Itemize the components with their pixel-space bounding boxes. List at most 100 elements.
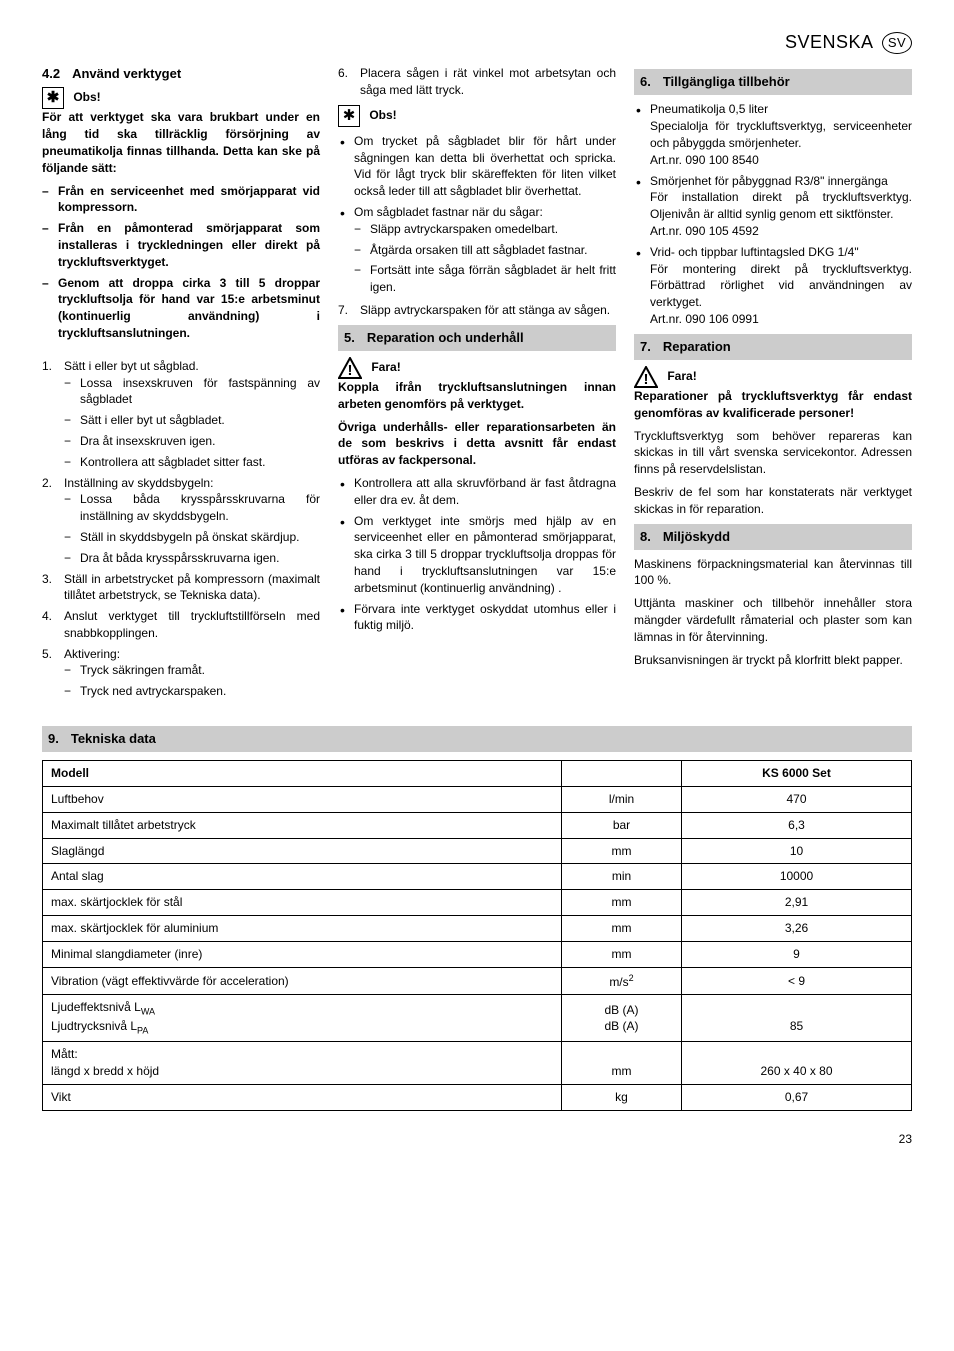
column-2: 6.Placera sågen i rät vinkel mot arbetsy… (338, 65, 616, 706)
step-text: Anslut verktyget till tryckluftstillförs… (64, 609, 320, 640)
section-8-heading: 8.Miljöskydd (634, 524, 912, 550)
td-label: Luftbehov (43, 787, 562, 813)
substep: Sätt i eller byt ut sågbladet. (64, 412, 320, 429)
step-text: Inställning av skyddsbygeln: (64, 476, 213, 490)
section-num: 5. (344, 329, 355, 347)
step-text: Ställ in arbetstrycket på kompressorn (m… (64, 572, 320, 603)
td-label: Vikt (43, 1085, 562, 1111)
sound-sub-1: WA (141, 1007, 155, 1017)
obs-label: Obs! (369, 108, 396, 122)
step-1-substeps: Lossa insexskruven för fastspänning av s… (64, 375, 320, 471)
th-unit (562, 761, 682, 787)
td-label: Vibration (vägt effektivvärde för accele… (43, 967, 562, 995)
section-num: 4.2 (42, 65, 60, 83)
substep: Ställ in skyddsbygeln på önskat skärdjup… (64, 529, 320, 546)
step-marker: 3. (42, 571, 52, 588)
fara-text: Koppla ifrån tryckluftsanslutningen inna… (338, 380, 616, 411)
td-value: 2,91 (682, 890, 912, 916)
sub-dash-item: Fortsätt inte såga förrän sågbladet är h… (354, 262, 616, 296)
section-num: 9. (48, 730, 59, 748)
steps-continued: 6.Placera sågen i rät vinkel mot arbetsy… (338, 65, 616, 99)
acc-title: Smörjenhet för påbyggnad R3/8" innergäng… (650, 174, 888, 188)
section-9-wrapper: 9. Tekniska data Modell KS 6000 Set Luftb… (42, 726, 912, 1111)
section-9-heading: 9. Tekniska data (42, 726, 912, 752)
table-row: Antal slagmin10000 (43, 864, 912, 890)
substep: Dra åt insexskruven igen. (64, 433, 320, 450)
maint-item: Kontrollera att alla skruvförband är fas… (338, 475, 616, 509)
th-model: Modell (43, 761, 562, 787)
section-title: Reparation och underhåll (367, 330, 524, 345)
step-4: 4. Anslut verktyget till tryckluftstillfö… (42, 608, 320, 642)
dims-label-2: längd x bredd x höjd (51, 1064, 159, 1078)
td-value: 9 (682, 941, 912, 967)
acc-artnr: Art.nr. 090 100 8540 (650, 153, 759, 167)
td-value: 10 (682, 838, 912, 864)
steps-list: 1.Sätt i eller byt ut sågblad. Lossa ins… (42, 358, 320, 700)
step-marker: 7. (338, 302, 348, 319)
sound-unit-2: dB (A) (604, 1019, 638, 1033)
step-2-substeps: Lossa båda krysspårsskruvarna för instäl… (64, 491, 320, 566)
substep: Kontrollera att sågbladet sitter fast. (64, 454, 320, 471)
acc-title: Vrid- och tippbar luftintagsled DKG 1/4" (650, 245, 859, 259)
td-value: 260 x 40 x 80 (682, 1042, 912, 1085)
substep: Lossa båda krysspårsskruvarna för instäl… (64, 491, 320, 525)
env-para: Maskinens förpackningsmaterial kan återv… (634, 556, 912, 590)
sound-label-1: Ljudeffektsnivå L (51, 1000, 141, 1014)
language-label: SVENSKA (785, 32, 873, 52)
td-unit: mm (562, 890, 682, 916)
fara-label: Fara! (667, 369, 696, 383)
supply-method-item: Från en serviceenhet med smörjapparat vi… (42, 183, 320, 217)
step-text: Släpp avtryckarspaken för att stänga av … (360, 303, 610, 317)
acc-desc: Specialolja för tryckluftsverktyg, servi… (650, 119, 912, 150)
sub-dash-item: Släpp avtryckarspaken omedelbart. (354, 221, 616, 238)
obs-bullet-item: Om trycket på sågbladet blir för hårt un… (338, 133, 616, 200)
technical-data-table: Modell KS 6000 Set Luftbehovl/min470 Max… (42, 760, 912, 1111)
supply-method-item: Från en påmonterad smörjapparat som inst… (42, 220, 320, 270)
sound-sub-2: PA (137, 1026, 148, 1036)
maint-item: Förvara inte verktyget oskyddat utomhus … (338, 601, 616, 635)
obs-sub-dashes: Släpp avtryckarspaken omedelbart. Åtgärd… (354, 221, 616, 296)
lang-code-badge: SV (882, 32, 912, 54)
section-title: Använd verktyget (72, 66, 181, 81)
env-para: Uttjänta maskiner och tillbehör innehåll… (634, 595, 912, 645)
td-unit: kg (562, 1085, 682, 1111)
td-unit: mm (562, 838, 682, 864)
supply-methods-list: Från en serviceenhet med smörjapparat vi… (42, 183, 320, 342)
section-title: Miljöskydd (663, 529, 730, 544)
accessories-list: Pneumatikolja 0,5 liter Specialolja för … (634, 101, 912, 327)
td-unit: dB (A) dB (A) (562, 995, 682, 1042)
table-row-dims: Mått: längd x bredd x höjd mm 260 x 40 x… (43, 1042, 912, 1085)
td-label: Maximalt tillåtet arbetstryck (43, 812, 562, 838)
warning-icon: ! (634, 366, 658, 388)
acc-title: Pneumatikolja 0,5 liter (650, 102, 768, 116)
td-label: Minimal slangdiameter (inre) (43, 941, 562, 967)
step-marker: 4. (42, 608, 52, 625)
maintenance-warning: Övriga underhålls- eller reparationsarbe… (338, 419, 616, 469)
step-2: 2.Inställning av skyddsbygeln: Lossa båd… (42, 475, 320, 567)
section-num: 7. (640, 338, 651, 356)
td-label: Slaglängd (43, 838, 562, 864)
step-marker: 6. (338, 65, 348, 82)
acc-artnr: Art.nr. 090 106 0991 (650, 312, 759, 326)
table-header-row: Modell KS 6000 Set (43, 761, 912, 787)
section-title: Tekniska data (71, 731, 156, 746)
step-3: 3. Ställ in arbetstrycket på kompressorn … (42, 571, 320, 605)
fara-callout-2: ! Fara! Reparationer på tryckluftsverkty… (634, 366, 912, 422)
td-unit: mm (562, 941, 682, 967)
td-label: Antal slag (43, 864, 562, 890)
sound-label-2: Ljudtrycksnivå L (51, 1019, 137, 1033)
table-row-sound: Ljudeffektsnivå LWA Ljudtrycksnivå LPA d… (43, 995, 912, 1042)
fara-label: Fara! (371, 360, 400, 374)
repair-para: Beskriv de fel som har konstaterats när … (634, 484, 912, 518)
table-row: Slaglängdmm10 (43, 838, 912, 864)
td-unit: min (562, 864, 682, 890)
td-value: 0,67 (682, 1085, 912, 1111)
table-row: Minimal slangdiameter (inre)mm9 (43, 941, 912, 967)
warning-icon: ! (338, 357, 362, 379)
obs-label: Obs! (73, 91, 100, 105)
td-value: 85 (682, 995, 912, 1042)
page-header: SVENSKA SV (42, 30, 912, 55)
sound-value: 85 (790, 1019, 803, 1033)
note-icon: ✱ (42, 87, 64, 109)
td-label: max. skärtjocklek för aluminium (43, 916, 562, 942)
